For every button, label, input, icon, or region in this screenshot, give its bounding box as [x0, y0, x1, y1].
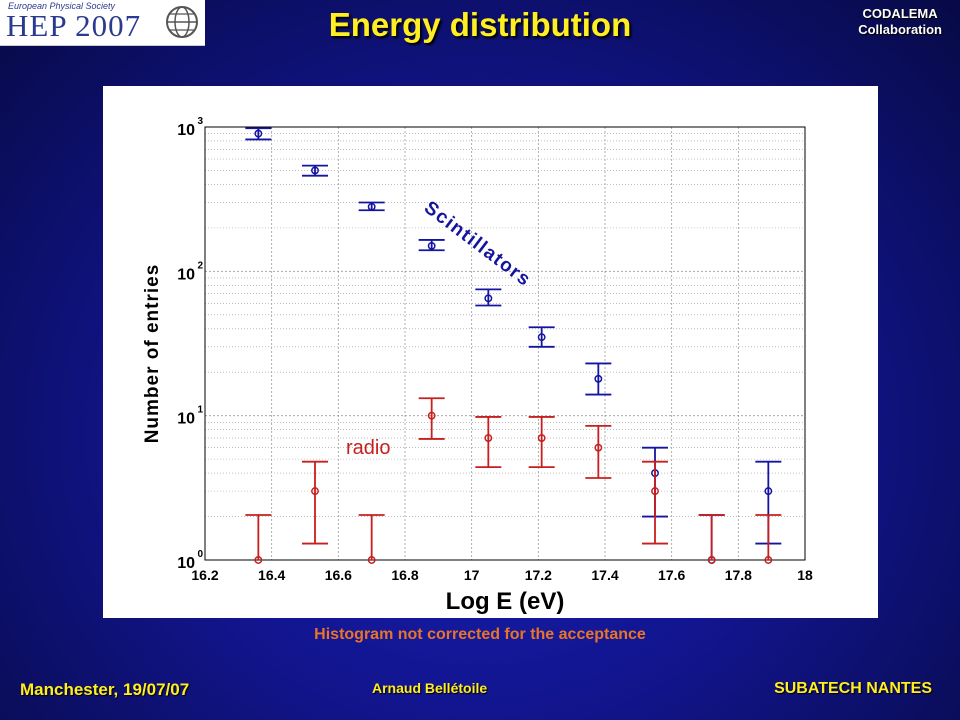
plot-frame [204, 126, 806, 561]
x-tick-label: 16.6 [325, 567, 352, 583]
x-axis-label: Log E (eV) [446, 588, 565, 615]
x-tick-label: 17 [464, 567, 480, 583]
x-tick-label: 16.2 [191, 567, 218, 583]
data-point [311, 487, 319, 496]
data-point [367, 202, 376, 211]
logo-society-text: European Physical Society [8, 1, 116, 11]
data-point [484, 294, 493, 303]
y-tick-exponent: 0 [197, 549, 203, 560]
data-point [594, 443, 603, 452]
x-tick-label: 17.4 [591, 567, 618, 583]
data-point [537, 333, 546, 342]
scintillators-label: Scintillators [420, 197, 535, 291]
chart-panel [103, 86, 878, 618]
data-point [254, 556, 263, 564]
y-tick-label: 10 [177, 555, 195, 572]
logo-hep-text: HEP 2007 [6, 8, 142, 43]
data-point [311, 166, 319, 175]
globe-icon [166, 6, 198, 38]
y-tick-exponent: 1 [197, 405, 203, 416]
data-point [707, 556, 716, 564]
hep2007-logo: European Physical Society HEP 2007 [0, 0, 205, 46]
energy-chart: 16.2 16.4 16.6 16.8 17 17.2 17.4 17.6 17.8 181001… [142, 116, 813, 615]
data-point [764, 556, 773, 564]
data-point [484, 434, 493, 442]
footer-institute: SUBATECH NANTES [774, 680, 932, 697]
footer-location-date: Manchester, 19/07/07 [20, 680, 190, 699]
x-tick-label: 17.6 [658, 567, 685, 583]
y-tick-label: 10 [177, 266, 195, 283]
x-tick-label: 16.4 [258, 567, 285, 583]
data-point [537, 434, 546, 442]
data-point [764, 487, 773, 496]
chart-caption: Histogram not corrected for the acceptan… [314, 626, 646, 643]
radio-label: radio [346, 437, 390, 459]
y-tick-exponent: 3 [197, 116, 203, 127]
y-axis-label: Number of entries [142, 264, 163, 444]
data-point [254, 129, 263, 138]
collaboration-sub: Collaboration [858, 22, 942, 37]
x-tick-label: 18 [797, 567, 813, 583]
x-tick-label: 17.8 [725, 567, 752, 583]
page-title: Energy distribution [328, 6, 632, 43]
data-point [367, 556, 376, 564]
y-tick-exponent: 2 [197, 260, 203, 271]
y-tick-label: 10 [177, 122, 195, 139]
y-tick-label: 10 [177, 411, 195, 428]
collaboration-label: CODALEMA Collaboration [858, 6, 942, 38]
data-point [594, 374, 603, 383]
data-point [427, 241, 436, 250]
collaboration-name: CODALEMA [862, 6, 938, 21]
x-tick-label: 16.8 [391, 567, 418, 583]
data-point [427, 411, 436, 420]
x-tick-label: 17.2 [525, 567, 552, 583]
footer-author: Arnaud Bellétoile [372, 680, 488, 696]
data-point [651, 487, 659, 496]
